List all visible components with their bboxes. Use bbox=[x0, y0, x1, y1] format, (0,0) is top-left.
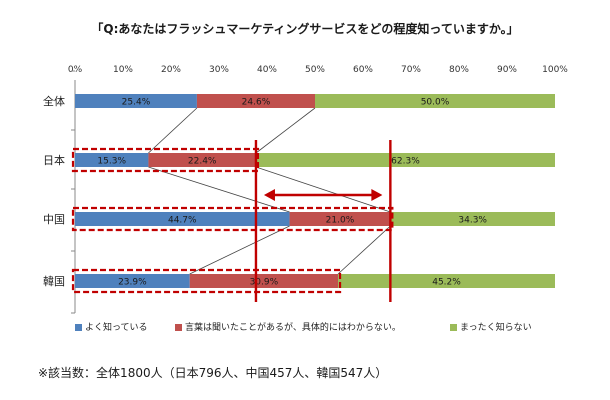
highlight-box bbox=[71, 268, 342, 294]
bar-segment bbox=[75, 153, 149, 167]
chart-title: 「Q:あなたはフラッシュマーケティングサービスをどの程度知っていますか。」 bbox=[91, 22, 519, 36]
bar-segment bbox=[148, 153, 256, 167]
highlight-box bbox=[71, 147, 260, 173]
bar-value-label: 30.9% bbox=[250, 278, 279, 288]
x-tick-label: 70% bbox=[401, 65, 421, 75]
series-connector-line bbox=[337, 225, 391, 275]
legend-label: 言葉は聞いたことがあるが、具体的にはわからない。 bbox=[185, 321, 401, 333]
bar-segment bbox=[289, 212, 391, 226]
legend-label: まったく知らない bbox=[460, 321, 532, 333]
category-label: 韓国 bbox=[43, 275, 65, 288]
series-connector-line bbox=[189, 225, 290, 275]
bar-value-label: 21.0% bbox=[326, 216, 355, 226]
bar-value-label: 44.7% bbox=[168, 216, 197, 226]
bar-value-label: 22.4% bbox=[188, 157, 217, 167]
legend-swatch bbox=[450, 324, 457, 331]
bar-value-label: 23.9% bbox=[118, 278, 147, 288]
series-connector-line bbox=[255, 107, 316, 154]
bar-segment bbox=[315, 94, 555, 108]
x-tick-label: 40% bbox=[257, 65, 277, 75]
series-connector-line bbox=[255, 166, 391, 213]
x-tick-label: 90% bbox=[497, 65, 517, 75]
bar-value-label: 34.3% bbox=[458, 216, 487, 226]
category-label: 中国 bbox=[43, 213, 65, 226]
bar-value-label: 50.0% bbox=[421, 98, 450, 108]
comparison-arrow-left-head bbox=[263, 189, 275, 201]
bar-segment bbox=[390, 212, 555, 226]
bar-segment bbox=[75, 94, 197, 108]
bar-segment bbox=[338, 274, 555, 288]
highlight-box bbox=[71, 206, 394, 232]
x-tick-label: 60% bbox=[353, 65, 373, 75]
bar-segment bbox=[75, 274, 190, 288]
sample-size-note: ※該当数：全体1800人（日本796人、中国457人、韓国547人） bbox=[38, 366, 388, 380]
bar-value-label: 24.6% bbox=[242, 98, 271, 108]
bar-segment bbox=[75, 212, 290, 226]
x-tick-label: 100% bbox=[542, 65, 568, 75]
series-connector-line bbox=[148, 107, 198, 154]
legend-label: よく知っている bbox=[85, 321, 148, 333]
category-label: 全体 bbox=[43, 94, 65, 108]
bar-segment bbox=[196, 94, 315, 108]
x-tick-label: 30% bbox=[209, 65, 229, 75]
x-tick-label: 50% bbox=[305, 65, 325, 75]
bar-value-label: 45.2% bbox=[432, 278, 461, 288]
bar-segment bbox=[255, 153, 555, 167]
bar-value-label: 25.4% bbox=[122, 98, 151, 108]
x-tick-label: 80% bbox=[449, 65, 469, 75]
legend-swatch bbox=[75, 324, 82, 331]
x-tick-label: 10% bbox=[113, 65, 133, 75]
comparison-arrow-right-head bbox=[371, 189, 383, 201]
series-connector-line bbox=[148, 166, 290, 213]
x-tick-label: 0% bbox=[68, 65, 83, 75]
category-label: 日本 bbox=[43, 153, 65, 167]
bar-value-label: 62.3% bbox=[391, 157, 420, 167]
bar-value-label: 15.3% bbox=[97, 157, 126, 167]
x-tick-label: 20% bbox=[161, 65, 181, 75]
legend-swatch bbox=[175, 324, 182, 331]
bar-segment bbox=[189, 274, 339, 288]
